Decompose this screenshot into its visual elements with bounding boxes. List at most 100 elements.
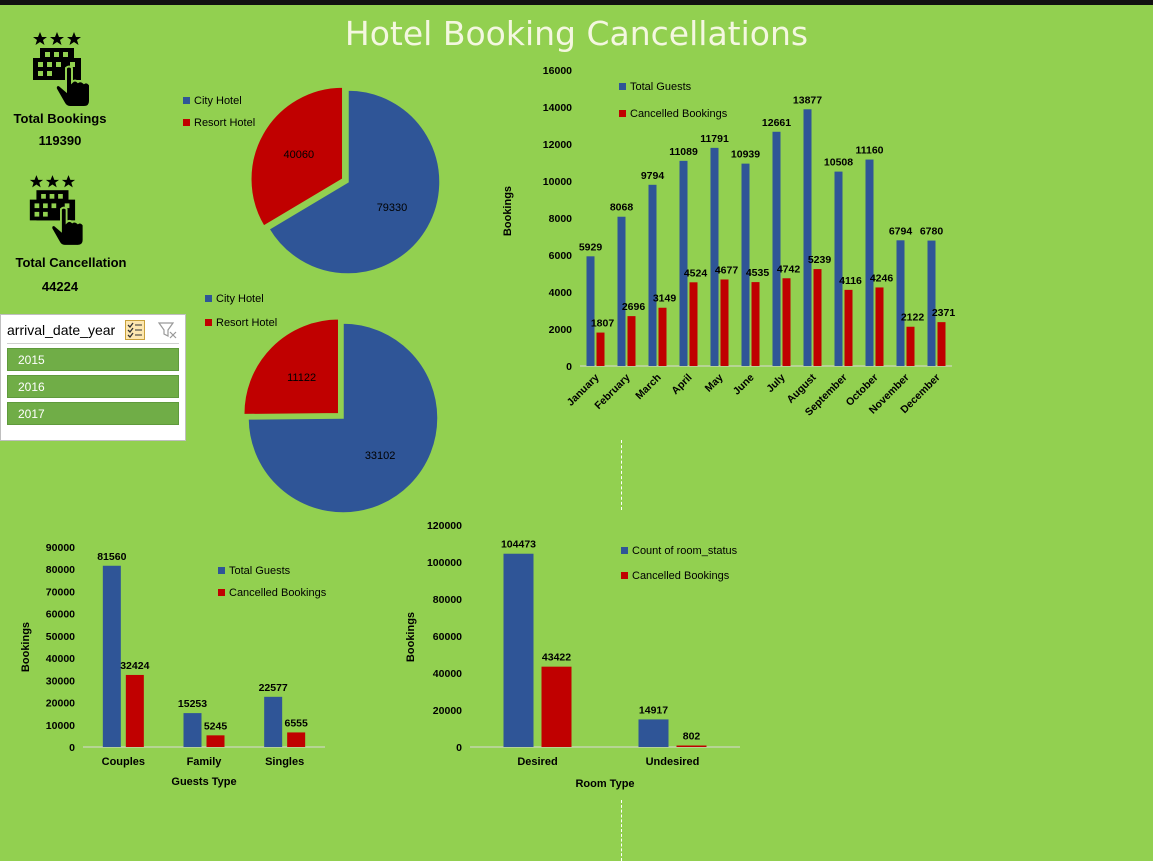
- pie-chart-cancellations: City Hotel Resort Hotel 33102 11122: [205, 293, 439, 514]
- bar: [648, 184, 657, 366]
- bar-data-label: 6555: [284, 717, 308, 729]
- x-tick-label: July: [764, 372, 787, 395]
- y-tick-label: 80000: [46, 564, 75, 576]
- legend-label: City Hotel: [194, 95, 242, 107]
- bar: [679, 160, 688, 366]
- legend-swatch: [619, 83, 626, 90]
- bar: [772, 131, 781, 366]
- bar-data-label: 104473: [501, 539, 536, 551]
- y-tick-label: 6000: [549, 250, 573, 262]
- bar-data-label: 22577: [259, 682, 288, 694]
- bar: [125, 674, 144, 747]
- bar-data-label: 15253: [178, 698, 207, 710]
- clear-filter-icon[interactable]: [157, 320, 177, 340]
- bar-data-label: 4246: [870, 272, 894, 284]
- x-axis-label: Room Type: [575, 778, 634, 790]
- bar-data-label: 9794: [641, 170, 665, 182]
- hotel-touch-icon: [29, 175, 85, 247]
- y-axis-label: Bookings: [20, 622, 32, 672]
- x-tick-label: Desired: [517, 756, 557, 768]
- bar: [617, 216, 626, 366]
- legend-label: Cancelled Bookings: [630, 108, 728, 120]
- y-tick-label: 10000: [543, 176, 572, 188]
- bar: [844, 289, 853, 366]
- y-tick-label: 0: [456, 742, 462, 754]
- pie-data-label: 11122: [287, 372, 316, 384]
- legend-swatch: [218, 589, 225, 596]
- bar-chart-room-type: 0 20000 40000 60000 80000 100000 120000 Booking…: [405, 520, 740, 790]
- bar-data-label: 11160: [855, 145, 883, 157]
- x-tick-label: Family: [187, 756, 223, 768]
- bar: [782, 278, 791, 366]
- bar-data-label: 2122: [901, 312, 925, 324]
- bar-data-label: 32424: [120, 660, 149, 672]
- pie-data-label: 33102: [365, 450, 396, 462]
- bar: [102, 565, 121, 747]
- y-tick-label: 4000: [549, 287, 573, 299]
- bar-chart-guests-type: 0 10000 20000 30000 40000 50000 60000 70000 8000…: [20, 542, 327, 788]
- bar: [287, 732, 306, 747]
- multi-select-icon[interactable]: [125, 320, 145, 340]
- y-tick-label: 120000: [427, 520, 462, 532]
- total-bookings-value: 119390: [38, 133, 82, 148]
- y-tick-label: 70000: [46, 586, 75, 598]
- bar-data-label: 4742: [777, 263, 801, 275]
- legend-label: Total Guests: [229, 565, 291, 577]
- slicer-header: arrival_date_year: [7, 322, 116, 338]
- bar: [720, 279, 729, 366]
- bar: [896, 240, 905, 366]
- y-tick-label: 16000: [543, 65, 572, 77]
- x-tick-label: May: [703, 372, 726, 395]
- bar-data-label: 43422: [542, 652, 571, 664]
- bar-data-label: 3149: [653, 293, 677, 305]
- bar-data-label: 6794: [889, 225, 913, 237]
- bar: [541, 666, 572, 747]
- y-tick-label: 40000: [433, 668, 462, 680]
- bar: [803, 109, 812, 366]
- bar: [183, 713, 202, 747]
- pie-slice: [247, 322, 439, 514]
- bar-data-label: 5929: [579, 241, 603, 253]
- pie-data-label: 40060: [283, 149, 314, 161]
- pie-data-label: 79330: [377, 202, 408, 214]
- legend-swatch: [619, 110, 626, 117]
- x-tick-label: March: [633, 372, 663, 402]
- pie-slice: [250, 86, 344, 228]
- bar-data-label: 11089: [669, 146, 698, 158]
- legend-label: Cancelled Bookings: [632, 570, 730, 582]
- legend-label: Resort Hotel: [194, 117, 255, 129]
- x-tick-label: Singles: [265, 756, 304, 768]
- slicer-item-2016[interactable]: 2016: [7, 375, 179, 398]
- bar-data-label: 802: [683, 731, 701, 743]
- x-tick-label: April: [669, 372, 694, 397]
- bar: [264, 696, 283, 747]
- y-tick-label: 0: [69, 742, 75, 754]
- bar: [834, 171, 843, 366]
- bar-chart-monthly: 0 2000 4000 6000 8000 10000 12000 14000 16000 Boo…: [502, 65, 955, 419]
- bar-data-label: 5245: [204, 720, 228, 732]
- bar-data-label: 10508: [824, 157, 853, 169]
- y-tick-label: 8000: [549, 213, 573, 225]
- x-axis-label: Guests Type: [171, 776, 236, 788]
- y-axis-label: Bookings: [502, 186, 514, 236]
- legend-label: Count of room_status: [632, 545, 738, 557]
- slicer-item-2017[interactable]: 2017: [7, 402, 179, 425]
- slicer-item-2015[interactable]: 2015: [7, 348, 179, 371]
- bar: [927, 240, 936, 366]
- bar-data-label: 4116: [839, 275, 862, 287]
- legend-swatch: [183, 119, 190, 126]
- legend-label: Resort Hotel: [216, 317, 277, 329]
- legend-label: Cancelled Bookings: [229, 587, 327, 599]
- total-bookings-label: Total Bookings: [13, 111, 107, 126]
- bar-data-label: 4535: [746, 267, 770, 279]
- y-tick-label: 40000: [46, 653, 75, 665]
- bar: [875, 287, 884, 366]
- bar-data-label: 5239: [808, 254, 832, 266]
- y-tick-label: 2000: [549, 324, 573, 336]
- y-tick-label: 80000: [433, 594, 462, 606]
- bar: [503, 553, 534, 747]
- y-tick-label: 10000: [46, 720, 75, 732]
- pie-slice: [267, 89, 441, 275]
- bar: [627, 316, 636, 366]
- bar-data-label: 13877: [793, 94, 822, 106]
